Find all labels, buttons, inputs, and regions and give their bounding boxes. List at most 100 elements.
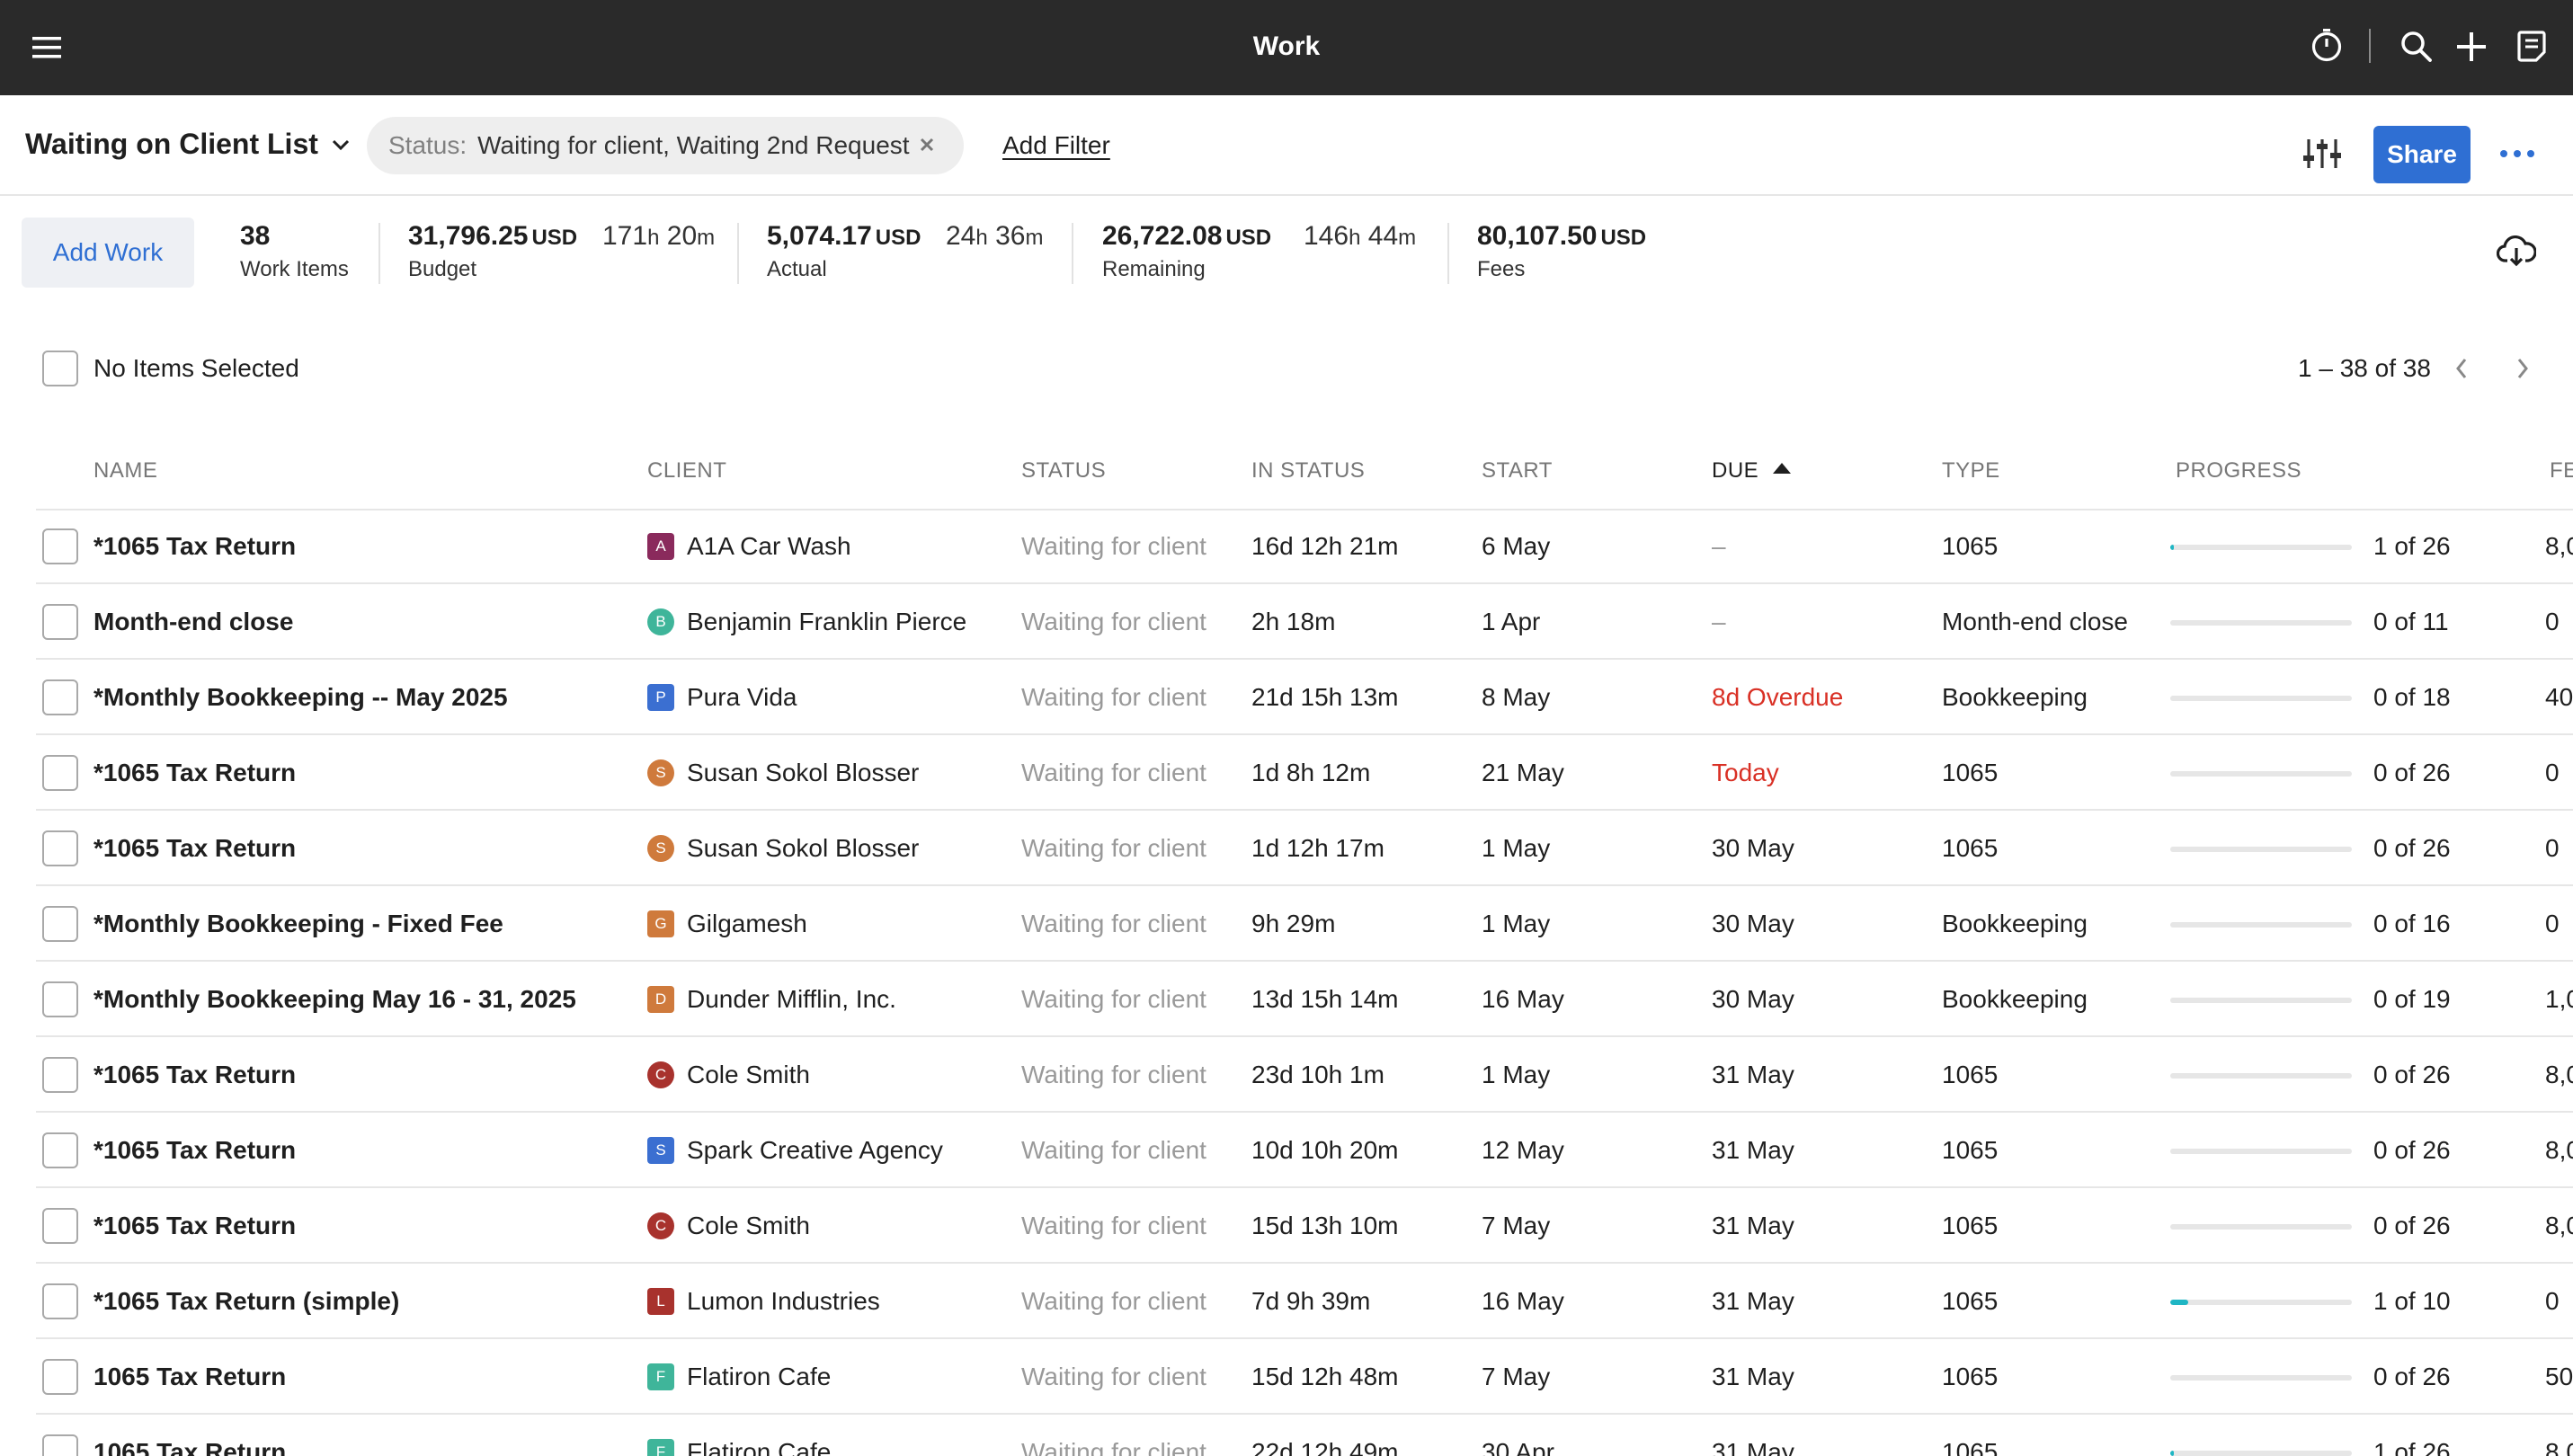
client-cell[interactable]: F Flatiron Cafe: [647, 1415, 831, 1456]
table-row[interactable]: *Monthly Bookkeeping -- May 2025 P Pura Vi…: [36, 660, 2573, 735]
client-cell[interactable]: B Benjamin Franklin Pierce: [647, 584, 966, 660]
column-header-in-status[interactable]: IN STATUS: [1251, 458, 1366, 483]
work-name[interactable]: 1065 Tax Return: [93, 1438, 287, 1456]
progress-track: [2170, 620, 2352, 626]
client-cell[interactable]: L Lumon Industries: [647, 1264, 880, 1339]
client-name: Pura Vida: [687, 683, 797, 711]
row-checkbox[interactable]: [42, 604, 78, 640]
fee-cell: 8,0: [2545, 1212, 2573, 1239]
plus-icon[interactable]: [2452, 27, 2491, 67]
row-checkbox[interactable]: [42, 1057, 78, 1093]
column-header-progress[interactable]: PROGRESS: [2176, 458, 2302, 483]
cloud-download-icon[interactable]: [2496, 234, 2537, 270]
row-checkbox[interactable]: [42, 755, 78, 791]
table-row[interactable]: *1065 Tax Return C Cole Smith Waiting for c…: [36, 1188, 2573, 1264]
table-row[interactable]: *Monthly Bookkeeping May 16 - 31, 2025 D D…: [36, 962, 2573, 1037]
progress-count: 0 of 26: [2373, 1136, 2451, 1164]
work-name[interactable]: *Monthly Bookkeeping May 16 - 31, 2025: [93, 985, 576, 1013]
work-type: Bookkeeping: [1942, 985, 2088, 1013]
column-header-status[interactable]: STATUS: [1021, 458, 1107, 483]
client-cell[interactable]: A A1A Car Wash: [647, 509, 851, 584]
row-checkbox[interactable]: [42, 1208, 78, 1244]
client-cell[interactable]: C Cole Smith: [647, 1037, 810, 1113]
add-filter-link[interactable]: Add Filter: [1002, 131, 1110, 159]
work-name[interactable]: *1065 Tax Return: [93, 759, 297, 786]
progress-count: 0 of 26: [2373, 1061, 2451, 1088]
row-checkbox[interactable]: [42, 1283, 78, 1319]
table-row[interactable]: *1065 Tax Return S Susan Sokol Blosser Wait…: [36, 735, 2573, 811]
column-header-name[interactable]: NAME: [93, 458, 158, 483]
client-cell[interactable]: G Gilgamesh: [647, 886, 807, 962]
work-name[interactable]: *Monthly Bookkeeping - Fixed Fee: [93, 910, 503, 937]
work-name[interactable]: *1065 Tax Return: [93, 532, 297, 560]
status-cell: Waiting for client: [1021, 1363, 1206, 1390]
minute-unit: m: [1025, 226, 1044, 250]
work-name[interactable]: *1065 Tax Return: [93, 834, 297, 862]
select-all-checkbox[interactable]: [42, 351, 78, 386]
list-selector[interactable]: Waiting on Client List: [25, 128, 351, 161]
table-row[interactable]: Month-end close B Benjamin Franklin Pierce…: [36, 584, 2573, 660]
table-row[interactable]: *1065 Tax Return A A1A Car Wash Waiting for…: [36, 509, 2573, 584]
client-cell[interactable]: F Flatiron Cafe: [647, 1339, 831, 1415]
column-header-due[interactable]: DUE: [1712, 458, 1794, 484]
work-name[interactable]: 1065 Tax Return: [93, 1363, 287, 1390]
close-icon[interactable]: [912, 129, 942, 166]
work-name[interactable]: *1065 Tax Return: [93, 1212, 297, 1239]
client-cell[interactable]: P Pura Vida: [647, 660, 797, 735]
menu-icon[interactable]: [27, 28, 67, 67]
work-name[interactable]: *Monthly Bookkeeping -- May 2025: [93, 683, 508, 711]
client-cell[interactable]: S Susan Sokol Blosser: [647, 735, 919, 811]
notes-icon[interactable]: [2512, 26, 2551, 66]
table-row[interactable]: *1065 Tax Return S Spark Creative Agency Wa…: [36, 1113, 2573, 1188]
client-cell[interactable]: D Dunder Mifflin, Inc.: [647, 962, 896, 1037]
column-header-fees[interactable]: FE: [2550, 458, 2573, 483]
column-header-client[interactable]: CLIENT: [647, 458, 727, 483]
row-checkbox[interactable]: [42, 830, 78, 866]
work-name[interactable]: *1065 Tax Return (simple): [93, 1287, 400, 1315]
work-name[interactable]: *1065 Tax Return: [93, 1061, 297, 1088]
row-checkbox[interactable]: [42, 906, 78, 942]
hour-unit: h: [975, 226, 988, 250]
due-date: –: [1712, 532, 1726, 560]
work-name[interactable]: *1065 Tax Return: [93, 1136, 297, 1164]
table-row[interactable]: *Monthly Bookkeeping - Fixed Fee G Gilgame…: [36, 886, 2573, 962]
table-row[interactable]: 1065 Tax Return F Flatiron Cafe Waiting for…: [36, 1415, 2573, 1456]
search-icon[interactable]: [2397, 27, 2436, 67]
row-checkbox[interactable]: [42, 1434, 78, 1456]
row-checkbox[interactable]: [42, 528, 78, 564]
client-cell[interactable]: C Cole Smith: [647, 1188, 810, 1264]
chevron-down-icon: [332, 139, 349, 150]
row-checkbox[interactable]: [42, 679, 78, 715]
table-row[interactable]: *1065 Tax Return (simple) L Lumon Industri…: [36, 1264, 2573, 1339]
table-row[interactable]: *1065 Tax Return S Susan Sokol Blosser Wait…: [36, 811, 2573, 886]
summary-divider: [1072, 223, 1073, 284]
work-name[interactable]: Month-end close: [93, 608, 294, 635]
row-checkbox[interactable]: [42, 981, 78, 1017]
column-header-type[interactable]: TYPE: [1942, 458, 2000, 483]
column-header-start[interactable]: START: [1482, 458, 1553, 483]
budget-label: Budget: [408, 257, 477, 281]
start-date: 6 May: [1482, 532, 1551, 560]
progress-bar: [2170, 584, 2354, 660]
share-button[interactable]: Share: [2373, 126, 2471, 183]
column-settings-icon[interactable]: [2301, 133, 2343, 174]
client-cell[interactable]: S Susan Sokol Blosser: [647, 811, 919, 886]
client-cell[interactable]: S Spark Creative Agency: [647, 1113, 943, 1188]
progress-bar: [2170, 1037, 2354, 1113]
progress-track: [2170, 771, 2352, 777]
table-row[interactable]: *1065 Tax Return C Cole Smith Waiting for c…: [36, 1037, 2573, 1113]
client-avatar: L: [647, 1288, 674, 1315]
table-row[interactable]: 1065 Tax Return F Flatiron Cafe Waiting for…: [36, 1339, 2573, 1415]
row-checkbox[interactable]: [42, 1132, 78, 1168]
fees-stat: 80,107.50 USD Fees: [1477, 221, 1646, 282]
chevron-right-icon[interactable]: [2506, 352, 2539, 385]
row-checkbox[interactable]: [42, 1359, 78, 1395]
timer-icon[interactable]: [2307, 25, 2346, 65]
add-work-button[interactable]: Add Work: [22, 218, 194, 288]
more-options-icon[interactable]: [2497, 140, 2537, 167]
status-cell: Waiting for client: [1021, 1212, 1206, 1239]
chevron-left-icon[interactable]: [2445, 352, 2478, 385]
fee-cell: 1,0: [2545, 985, 2573, 1013]
status-filter-chip[interactable]: Status: Waiting for client, Waiting 2nd …: [367, 117, 964, 174]
progress-count: 0 of 16: [2373, 910, 2451, 937]
